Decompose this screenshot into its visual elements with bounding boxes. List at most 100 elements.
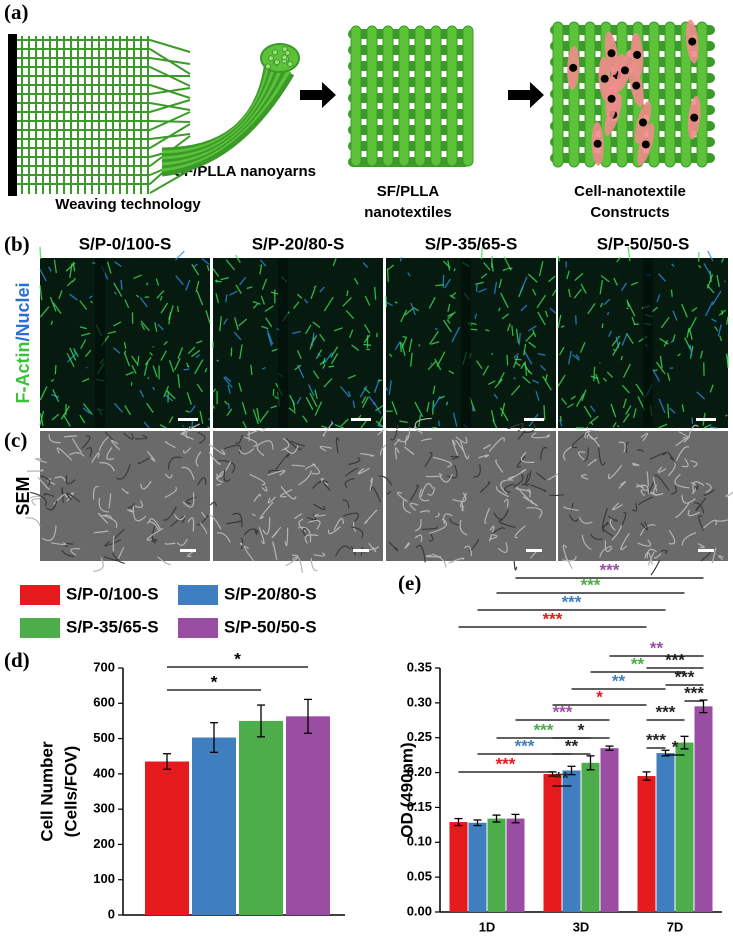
actin-fiber [703, 263, 712, 276]
y-axis-label: Cell Number [37, 741, 56, 842]
actin-fiber [573, 288, 582, 299]
sem-fiber [660, 549, 668, 555]
actin-fiber [79, 300, 88, 310]
image-bg [213, 258, 383, 428]
actin-fiber [156, 290, 165, 299]
actin-fiber [185, 410, 190, 413]
actin-fiber [340, 418, 349, 427]
sem-fiber [478, 454, 490, 459]
sem-fiber [64, 435, 78, 438]
actin-fiber [528, 341, 536, 348]
sem-fiber [500, 479, 508, 495]
significance-label: * [211, 672, 218, 691]
actin-fiber [407, 272, 411, 277]
sem-fiber [157, 556, 172, 565]
actin-fiber [559, 415, 562, 422]
sem-fiber [170, 515, 186, 527]
panel-label: (c) [4, 428, 27, 452]
actin-fiber [478, 288, 487, 293]
significance-label: ** [555, 768, 569, 787]
scale-bar [353, 549, 369, 552]
legend-label: S/P-35/65-S [66, 617, 159, 636]
actin-fiber [241, 401, 247, 415]
actin-fiber [106, 261, 112, 274]
actin-fiber [39, 269, 47, 282]
sem-fiber [311, 480, 322, 489]
sem-fiber [577, 451, 586, 462]
scale-bar [351, 418, 371, 421]
gap [461, 258, 471, 428]
actin-fiber [575, 393, 585, 408]
actin-fiber [226, 408, 233, 417]
sem-fiber [313, 503, 326, 511]
sem-fiber [450, 455, 459, 460]
sem-fiber [402, 498, 411, 514]
actin-fiber [620, 355, 623, 361]
sem-fiber [243, 528, 260, 536]
actin-fiber [51, 393, 60, 398]
actin-fiber [669, 407, 676, 414]
actin-fiber [506, 323, 511, 332]
fabric-warp [366, 25, 378, 167]
actin-fiber [575, 354, 580, 359]
nucleus [600, 74, 609, 83]
sem-fiber [243, 545, 255, 562]
sem-fiber [215, 474, 224, 483]
sem-fiber [132, 504, 147, 522]
actin-fiber [359, 385, 368, 398]
sem-fiber [226, 520, 243, 525]
actin-fiber [483, 262, 491, 271]
actin-fiber [348, 329, 354, 339]
sem-fiber [218, 459, 236, 474]
sem-fiber [254, 530, 259, 536]
actin-fiber [332, 258, 337, 266]
actin-fiber [711, 290, 722, 306]
actin-fiber [215, 293, 220, 304]
actin-fiber [168, 312, 172, 325]
actin-fiber [535, 390, 540, 401]
sem-fiber [302, 527, 306, 537]
sem-fiber [322, 480, 331, 491]
actin-fiber [532, 379, 540, 384]
sem-fiber [455, 439, 465, 452]
actin-fiber [568, 350, 572, 365]
sem-fiber [216, 483, 222, 486]
actin-fiber [293, 301, 300, 309]
actin-fiber [514, 358, 522, 361]
sem-fiber [304, 463, 316, 471]
actin-fiber [714, 326, 719, 332]
sem-fiber [47, 478, 56, 486]
sem-fiber [182, 492, 195, 508]
y-tick-label: 0.15 [407, 799, 432, 814]
sem-fiber [181, 466, 195, 480]
actin-fiber [512, 355, 519, 368]
fabric-warp [664, 21, 676, 168]
actin-fiber [620, 282, 628, 291]
sem-fiber [507, 475, 516, 481]
sem-fiber [348, 456, 361, 466]
sem-fiber [368, 542, 377, 553]
sem-fiber [42, 525, 57, 542]
sem-fiber [420, 482, 434, 497]
sem-fiber [563, 506, 579, 512]
actin-fiber [39, 386, 48, 401]
actin-fiber [689, 330, 693, 340]
actin-fiber [305, 396, 314, 411]
sem-fiber [197, 477, 207, 486]
y-tick-label: 100 [93, 871, 115, 886]
y-tick-label: 300 [93, 801, 115, 816]
actin-fiber [71, 277, 77, 283]
sem-fiber [61, 487, 64, 503]
sem-fiber [26, 468, 44, 472]
sem-fiber [421, 438, 432, 442]
actin-fiber [525, 332, 535, 342]
sem-fiber [455, 436, 468, 444]
sem-fiber [104, 431, 116, 443]
sem-fiber [247, 427, 266, 436]
sem-fiber [216, 532, 231, 543]
sem-fiber [681, 494, 696, 504]
x-tick-label: 7D [667, 919, 684, 934]
sem-fiber [451, 439, 459, 456]
arrow [300, 82, 336, 108]
actin-fiber [259, 259, 267, 267]
